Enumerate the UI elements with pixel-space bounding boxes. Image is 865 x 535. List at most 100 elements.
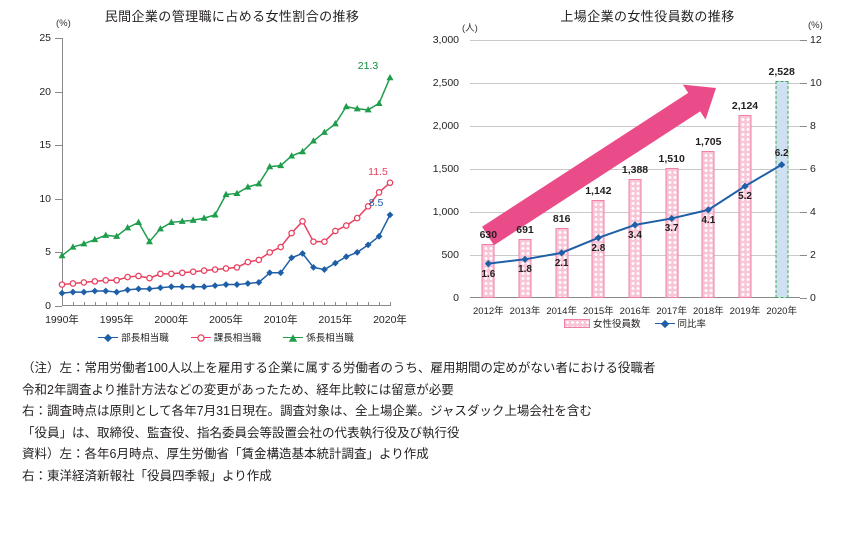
bar-value-label: 630 [479, 228, 498, 241]
left-end-value-label: 8.5 [368, 196, 384, 209]
right-y-tick-label-right: 6 [810, 163, 816, 175]
left-x-tick-label: 2015年 [318, 314, 353, 326]
right-x-tick-label: 2014年 [546, 306, 577, 317]
left-y-tick-label: 5 [45, 246, 51, 259]
line-value-label: 3.4 [628, 229, 642, 241]
right-x-tick-label: 2018年 [693, 306, 724, 317]
left-y-tick-label: 25 [39, 32, 51, 44]
right-y-tick-label-left: 2,500 [432, 77, 459, 89]
legend-label-kakaricho: 係長相当職 [306, 333, 354, 344]
left-y-tick-label: 15 [39, 139, 51, 152]
note-line: 「役員」は、取締役、監査役、指名委員会等設置会社の代表執行役及び執行役 [22, 425, 460, 440]
left-y-tick-label: 0 [45, 300, 51, 312]
right-plot-area: 0 500 1,000 1,500 2,000 2,500 3,000 0 2 4 6 8 10 12 … [433, 34, 822, 317]
bar-value-label: 1,510 [658, 153, 685, 166]
bar-female-officers [555, 227, 569, 298]
right-ratio-line [484, 161, 786, 268]
bar-value-label: 1,705 [695, 136, 722, 149]
legend-label-female-officers: 女性役員数 [592, 319, 641, 330]
right-y-tick-label-left: 500 [441, 249, 459, 261]
bar-female-officers [518, 238, 532, 298]
left-y-axis-unit: (%) [56, 18, 71, 29]
right-chart-legend: 女性役員数 同比率 [470, 316, 800, 330]
bar-value-label: 816 [552, 212, 571, 225]
legend-item-ratio: 同比率 [654, 316, 707, 330]
left-chart-title: 民間企業の管理職に占める女性割合の推移 [104, 9, 360, 24]
left-x-tick-label: 2010年 [263, 314, 298, 326]
legend-label-bucho: 部長相当職 [121, 333, 169, 344]
note-line: 右：調査時点は原則として各年7月31日現在。調査対象は、全上場企業。ジャスダック… [22, 404, 592, 418]
triangle-marker-icon [289, 333, 298, 342]
line-value-label: 2.1 [554, 257, 569, 269]
left-series-lines [58, 73, 394, 297]
line-value-label: 1.8 [518, 264, 532, 276]
right-y-axis-unit-right: (%) [808, 20, 823, 31]
right-x-tick-label: 2019年 [729, 306, 761, 317]
left-chart: 民間企業の管理職に占める女性割合の推移 (%) 0 5 10 15 20 25 1990年… [0, 0, 430, 352]
left-x-tick-label: 1995年 [99, 314, 134, 326]
right-x-tick-label: 2016年 [619, 306, 651, 317]
bar-value-label: 2,124 [731, 100, 759, 113]
right-x-tick-label: 2020年 [766, 306, 797, 317]
right-y-tick-label-right: 4 [810, 206, 816, 218]
note-line: 右：東洋経済新報社「役員四季報」より作成 [22, 468, 272, 483]
right-y-tick-label-left: 3,000 [432, 34, 459, 46]
bar-value-label: 1,142 [585, 184, 612, 197]
left-y-tick-label: 20 [39, 85, 51, 98]
right-y-tick-label-left: 2,000 [432, 120, 459, 132]
charts-area: 民間企業の管理職に占める女性割合の推移 (%) 0 5 10 15 20 25 1990年… [0, 0, 865, 352]
left-end-value-label: 11.5 [368, 165, 388, 178]
legend-line-bucho [98, 333, 119, 342]
left-plot-area: 0 5 10 15 20 25 1990年 1995年 2000年 2005年 2010年 2015… [39, 32, 407, 326]
footnotes: （注）左：常用労働者100人以上を雇用する企業に属する労働者のうち、雇用期間の定… [0, 352, 865, 487]
right-x-tick-label: 2015年 [583, 306, 614, 317]
right-x-tick-label: 2013年 [509, 306, 541, 317]
legend-item-kakaricho: 係長相当職 [283, 330, 354, 344]
line-value-label: 1.6 [481, 268, 496, 280]
line-value-label: 2.8 [591, 242, 606, 254]
diamond-marker-icon [104, 333, 113, 342]
note-line: 資料）左：各年6月時点、厚生労働省「賃金構造基本統計調査」より作成 [22, 447, 429, 461]
right-x-tick-label: 2012年 [473, 306, 504, 317]
right-y-tick-label-left: 0 [453, 292, 459, 304]
left-x-tick-label: 2020年 [373, 314, 407, 326]
right-y-tick-label-right: 12 [810, 34, 822, 46]
bar-female-officers [738, 115, 752, 298]
left-x-tick-label: 2000年 [154, 314, 189, 326]
legend-line-kakaricho [283, 333, 304, 342]
right-y-tick-label-right: 8 [810, 120, 816, 132]
bar-value-label: 691 [516, 223, 534, 236]
right-y-axis-unit-left: (人) [462, 23, 478, 34]
legend-item-kacho: 課長相当職 [190, 330, 262, 344]
line-value-label: 6.2 [774, 147, 789, 159]
left-y-axis [62, 38, 63, 306]
legend-swatch-female-officers [563, 318, 590, 328]
line-value-label: 5.2 [738, 191, 752, 203]
legend-item-bucho: 部長相当職 [98, 330, 169, 344]
bar-value-label: 1,388 [621, 163, 649, 176]
note-line: 令和2年調査より推計方法などの変更があったため、経年比較には留意が必要 [22, 382, 454, 397]
right-chart: 上場企業の女性役員数の推移 (人) (%) 0 500 1,000 1,500 2,00… [430, 0, 865, 352]
right-chart-title: 上場企業の女性役員数の推移 [560, 9, 735, 24]
circle-marker-icon [196, 333, 205, 342]
bar-value-label: 2,528 [768, 65, 795, 78]
right-y-tick-label-left: 1,000 [432, 206, 459, 218]
left-x-tick-label: 1990年 [45, 314, 79, 326]
right-y-tick-label-left: 1,500 [432, 163, 459, 175]
right-x-tick-label: 2017年 [656, 306, 687, 317]
note-line: （注）左：常用労働者100人以上を雇用する企業に属する労働者のうち、雇用期間の定… [22, 361, 656, 375]
right-y-tick-label-right: 0 [810, 292, 816, 304]
line-value-label: 3.7 [664, 223, 679, 235]
diamond-marker-icon [660, 319, 669, 328]
legend-line-kacho [190, 333, 211, 342]
legend-line-ratio [654, 319, 675, 328]
bar-female-officers [481, 243, 495, 298]
left-x-tick-label: 2005年 [209, 314, 243, 326]
legend-label-kacho: 課長相当職 [213, 333, 262, 344]
line-value-label: 4.1 [701, 214, 716, 226]
left-end-value-label: 21.3 [357, 59, 379, 72]
right-y-tick-label-right: 10 [810, 77, 822, 89]
left-chart-legend: 部長相当職 課長相当職 係長相当職 [62, 330, 390, 344]
legend-label-ratio: 同比率 [677, 319, 707, 330]
